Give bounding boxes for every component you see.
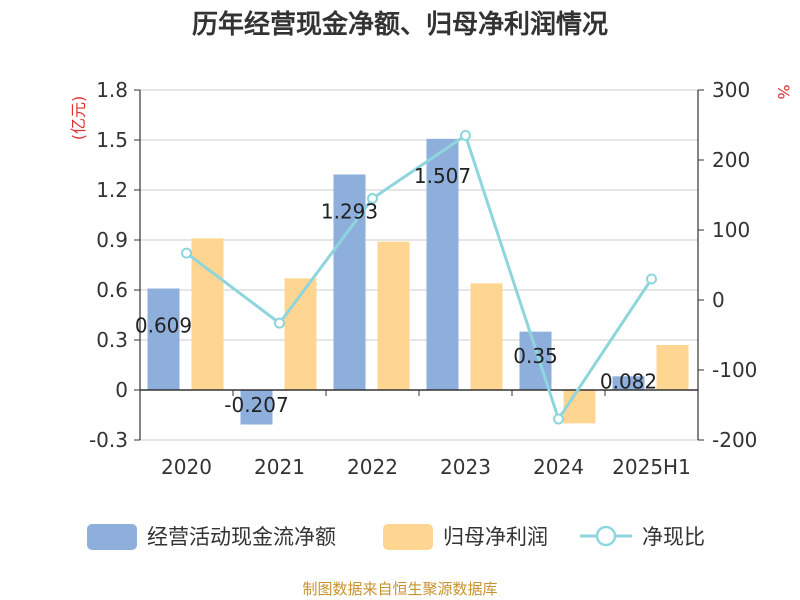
ratio-point [274, 317, 285, 329]
profit-bar [191, 238, 224, 390]
left-tick-label: 0.6 [96, 278, 128, 302]
right-tick-label: -200 [712, 428, 757, 452]
x-tick-label: 2020 [161, 455, 212, 479]
legend-label: 经营活动现金流净额 [147, 525, 336, 549]
legend-label: 归母净利润 [443, 525, 548, 549]
profit-bar [470, 283, 503, 390]
right-tick-label: 300 [712, 78, 750, 102]
cashflow-data-label: -0.207 [224, 393, 288, 417]
cashflow-data-label: 1.293 [321, 200, 378, 224]
axes: 1.8 1.5 1.2 0.9 0.6 0.3 0 -0.3 300 200 100 0 -100 -20… [69, 78, 793, 479]
left-tick-label: 0.9 [96, 228, 128, 252]
left-tick-label: -0.3 [89, 428, 128, 452]
right-tick-label: -100 [712, 358, 757, 382]
ratio-point [646, 273, 657, 285]
x-tick-label: 2021 [254, 455, 305, 479]
cashflow-bar [333, 174, 366, 390]
left-tick-label: 0.3 [96, 328, 128, 352]
cashflow-data-label: 1.507 [414, 164, 471, 188]
legend-label: 净现比 [642, 525, 705, 549]
ratio-point [181, 247, 192, 259]
ratio-point [367, 193, 378, 204]
legend-swatch [383, 524, 433, 550]
cashflow-data-label: 0.35 [513, 344, 558, 368]
ratio-point [553, 413, 564, 425]
right-tick-label: 0 [712, 288, 725, 312]
cashflow-data-label: 0.609 [135, 314, 192, 338]
ratio-polyline [185, 133, 653, 423]
profit-bar [656, 345, 689, 390]
ratio-point [460, 130, 471, 141]
left-tick-label: 0 [115, 378, 128, 402]
legend-marker [595, 525, 617, 547]
cashflow-bar [147, 288, 180, 390]
cashflow-bar [612, 376, 645, 390]
right-tick-label: 100 [712, 218, 750, 242]
left-axis-label: (亿元) [69, 96, 88, 141]
legend: 经营活动现金流净额 归母净利润 净现比 [87, 524, 705, 550]
source-note: 制图数据来自恒生聚源数据库 [302, 580, 498, 598]
chart-title: 历年经营现金净额、归母净利润情况 [191, 10, 608, 40]
left-tick-label: 1.5 [96, 128, 128, 152]
right-axis-label: % [774, 84, 793, 99]
cashflow-bar [426, 138, 459, 390]
x-tick-label: 2024 [533, 455, 584, 479]
cashflow-bar [240, 390, 273, 425]
x-tick-label: 2022 [347, 455, 398, 479]
cashflow-data-label: 0.082 [600, 369, 657, 393]
ratio-line [181, 130, 657, 425]
bars [147, 138, 689, 425]
profit-bar [563, 390, 596, 424]
right-tick-label: 200 [712, 148, 750, 172]
x-tick-label: 2023 [440, 455, 491, 479]
left-tick-label: 1.2 [96, 178, 128, 202]
legend-swatch [87, 524, 137, 550]
left-tick-label: 1.8 [96, 78, 128, 102]
data-labels: 0.609 -0.207 1.293 1.507 0.35 0.082 [135, 164, 657, 417]
x-tick-label: 2025H1 [612, 455, 691, 479]
profit-bar [377, 241, 410, 390]
